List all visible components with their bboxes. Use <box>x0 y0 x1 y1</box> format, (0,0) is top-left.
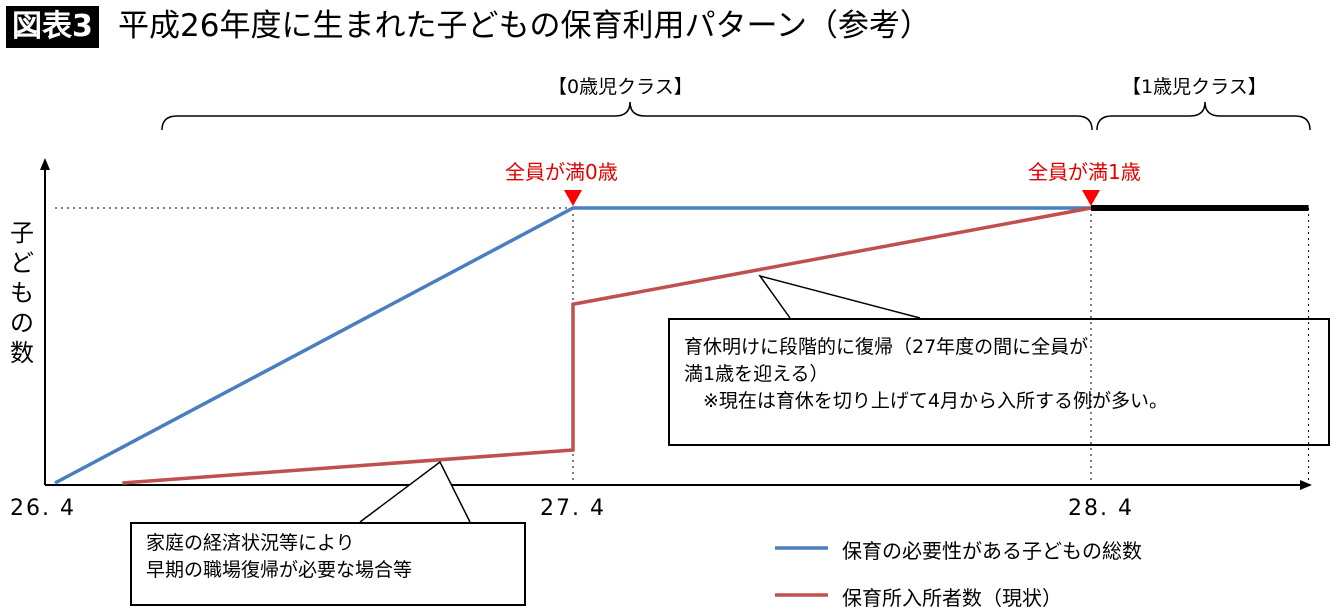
y-axis-label: 子どもの数 <box>10 219 34 367</box>
class-brace <box>161 101 1093 131</box>
series-line-0 <box>54 206 1091 485</box>
marker-triangle <box>564 190 582 206</box>
callout-line: 家庭の経済状況等により <box>146 532 355 554</box>
callout-pointer <box>359 460 471 523</box>
legend-label-enrolled: 保育所入所者数（現状） <box>842 586 1062 610</box>
callout-line: 早期の職場復帰が必要な場合等 <box>146 559 413 581</box>
callout-line: 満1歳を迎える） <box>684 363 829 385</box>
marker-triangle <box>1082 190 1100 206</box>
y-axis-arrow <box>40 158 50 170</box>
x-tick-label: 28. 4 <box>1068 496 1134 521</box>
x-tick-label: 26. 4 <box>10 496 76 521</box>
class1-label: 【1歳児クラス】 <box>1122 76 1267 98</box>
x-tick-label: 27. 4 <box>540 496 606 521</box>
class-brace <box>1096 101 1311 131</box>
class0-label: 【0歳児クラス】 <box>548 76 693 98</box>
callout-early-return: 家庭の経済状況等により 早期の職場復帰が必要な場合等 <box>130 522 526 606</box>
callout-pointer <box>758 274 921 319</box>
callout-gradual-return: 育休明けに段階的に復帰（27年度の間に全員が 満1歳を迎える） ※現在は育休を切… <box>668 318 1330 446</box>
legend-label-total: 保育の必要性がある子どもの総数 <box>842 539 1142 563</box>
chart-title: 平成26年度に生まれた子どもの保育利用パターン（参考） <box>118 8 931 44</box>
callout-line: ※現在は育休を切り上げて4月から入所する例が多い。 <box>684 390 1169 412</box>
figure-badge: 図表3 <box>6 6 99 48</box>
callout-line: 育休明けに段階的に復帰（27年度の間に全員が <box>684 336 1089 358</box>
x-axis-arrow <box>1300 480 1312 490</box>
marker0-label: 全員が満0歳 <box>505 160 618 184</box>
series-line-1 <box>122 206 1092 485</box>
marker1-label: 全員が満1歳 <box>1028 160 1141 184</box>
